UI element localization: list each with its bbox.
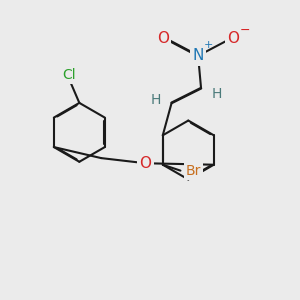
Text: Cl: Cl xyxy=(62,68,76,82)
Text: H: H xyxy=(150,93,161,107)
Text: N: N xyxy=(192,48,204,63)
Text: H: H xyxy=(212,87,222,101)
Text: Br: Br xyxy=(186,164,201,178)
Text: O: O xyxy=(227,31,239,46)
Text: −: − xyxy=(240,24,250,37)
Text: O: O xyxy=(157,31,169,46)
Text: O: O xyxy=(140,156,152,171)
Text: +: + xyxy=(204,40,213,50)
